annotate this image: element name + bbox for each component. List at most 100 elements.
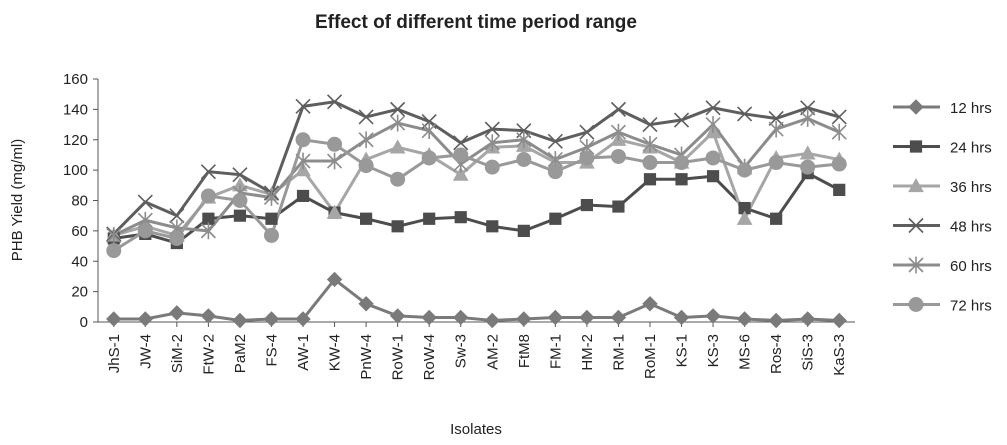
y-tick-label: 60 bbox=[71, 223, 88, 240]
marker bbox=[200, 222, 216, 240]
marker bbox=[610, 148, 626, 164]
x-tick-label: RoW-4 bbox=[421, 334, 438, 380]
marker bbox=[169, 230, 185, 246]
marker bbox=[799, 145, 816, 160]
marker bbox=[768, 312, 784, 329]
marker bbox=[389, 139, 406, 154]
legend-label: 36 hrs bbox=[950, 179, 992, 196]
marker bbox=[579, 150, 595, 166]
marker bbox=[484, 312, 500, 329]
marker bbox=[831, 123, 847, 141]
x-tick-label: AM-2 bbox=[484, 334, 501, 370]
marker bbox=[770, 212, 783, 225]
marker bbox=[423, 212, 436, 225]
marker bbox=[909, 140, 923, 153]
marker bbox=[360, 212, 373, 225]
marker bbox=[580, 198, 593, 212]
marker bbox=[547, 133, 563, 149]
x-tick-label: RoM-1 bbox=[642, 334, 659, 379]
marker bbox=[137, 223, 153, 239]
marker bbox=[453, 135, 469, 151]
marker bbox=[421, 150, 437, 166]
marker bbox=[137, 311, 154, 327]
marker bbox=[831, 312, 847, 329]
marker bbox=[547, 164, 563, 180]
marker bbox=[295, 162, 311, 177]
y-tick-label: 140 bbox=[63, 101, 88, 118]
y-tick-label: 120 bbox=[63, 132, 88, 149]
marker bbox=[516, 131, 532, 149]
marker bbox=[643, 173, 657, 186]
marker bbox=[453, 147, 469, 163]
marker bbox=[296, 189, 310, 203]
marker bbox=[612, 200, 625, 213]
marker bbox=[169, 208, 185, 224]
marker bbox=[642, 135, 658, 153]
marker bbox=[232, 312, 248, 329]
marker bbox=[831, 156, 847, 172]
marker bbox=[800, 100, 816, 116]
y-tick-label: 20 bbox=[71, 284, 88, 301]
marker bbox=[233, 209, 247, 222]
marker bbox=[358, 131, 374, 149]
marker bbox=[484, 134, 500, 152]
x-tick-label: PaM2 bbox=[232, 334, 249, 373]
marker bbox=[516, 152, 532, 167]
x-tick-label: JW-4 bbox=[137, 334, 154, 369]
x-tick-label: FtM8 bbox=[516, 334, 533, 368]
marker bbox=[610, 123, 627, 141]
marker bbox=[106, 311, 122, 327]
legend-label: 48 hrs bbox=[950, 219, 992, 236]
x-tick-label: Sw-3 bbox=[453, 334, 470, 368]
marker bbox=[642, 296, 658, 312]
marker bbox=[799, 311, 816, 327]
x-tick-label: SiM-2 bbox=[169, 334, 186, 373]
y-tick-label: 100 bbox=[63, 162, 88, 179]
y-axis-label: PHB Yield (mg/ml) bbox=[9, 139, 26, 262]
marker bbox=[737, 162, 753, 178]
marker bbox=[358, 296, 374, 312]
y-tick-label: 40 bbox=[71, 253, 88, 270]
marker bbox=[263, 227, 279, 243]
marker bbox=[452, 166, 469, 181]
marker bbox=[327, 136, 343, 152]
x-tick-label: KaS-3 bbox=[831, 334, 848, 376]
marker bbox=[169, 305, 185, 321]
y-tick-label: 0 bbox=[80, 314, 88, 331]
x-tick-label: KS-1 bbox=[674, 334, 691, 367]
marker bbox=[265, 212, 278, 225]
x-axis-label: Isolates bbox=[450, 421, 502, 438]
marker bbox=[673, 309, 690, 326]
marker bbox=[642, 116, 658, 133]
marker bbox=[389, 308, 406, 324]
marker bbox=[908, 99, 924, 115]
legend-label: 72 hrs bbox=[950, 298, 992, 315]
marker bbox=[705, 100, 721, 116]
marker bbox=[675, 173, 688, 186]
x-tick-label: MS-6 bbox=[737, 334, 754, 370]
marker bbox=[579, 124, 595, 140]
marker bbox=[908, 297, 924, 312]
x-tick-label: HM-2 bbox=[579, 334, 596, 371]
marker bbox=[705, 150, 721, 166]
marker bbox=[295, 132, 311, 148]
marker bbox=[326, 204, 343, 219]
marker bbox=[390, 114, 406, 132]
marker bbox=[358, 109, 374, 125]
marker bbox=[610, 309, 627, 326]
marker bbox=[768, 110, 784, 127]
marker bbox=[295, 98, 311, 114]
x-tick-label: KS-3 bbox=[705, 334, 722, 367]
marker bbox=[453, 309, 469, 326]
legend-label: 24 hrs bbox=[950, 140, 992, 157]
marker bbox=[674, 155, 690, 171]
marker bbox=[391, 220, 404, 233]
x-tick-label: KW-4 bbox=[327, 334, 344, 371]
marker bbox=[326, 271, 343, 288]
marker bbox=[768, 155, 784, 171]
marker bbox=[106, 243, 122, 259]
marker bbox=[232, 167, 248, 183]
marker bbox=[517, 224, 530, 237]
marker bbox=[908, 256, 924, 274]
